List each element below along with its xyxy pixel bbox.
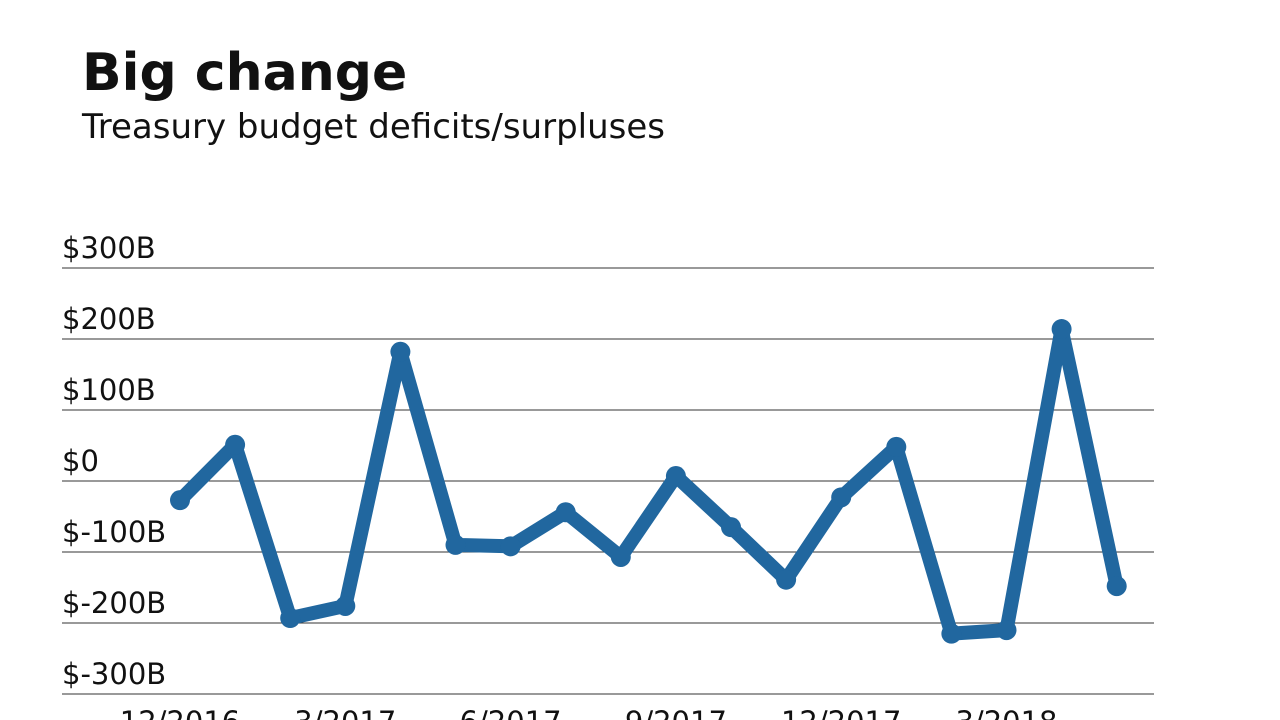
x-tick-label: 6/2017 xyxy=(460,705,562,720)
y-tick-label: $0 xyxy=(62,444,99,478)
x-tick-label: 3/2018 xyxy=(955,705,1057,720)
point xyxy=(1051,319,1072,340)
y-tick-label: $200B xyxy=(62,302,156,336)
point xyxy=(941,623,962,644)
x-tick-label: 12/2016 xyxy=(120,705,240,720)
x-tick-label: 3/2017 xyxy=(294,705,396,720)
point xyxy=(555,502,576,523)
point xyxy=(335,595,356,616)
point xyxy=(665,466,686,487)
chart-title: Big change xyxy=(82,43,407,103)
point xyxy=(390,341,411,362)
point xyxy=(170,490,190,511)
point xyxy=(500,536,521,557)
y-tick-label: $100B xyxy=(62,373,156,407)
y-tick-label: $-300B xyxy=(62,657,166,691)
y-tick-label: $-200B xyxy=(62,586,166,620)
point xyxy=(776,569,797,590)
point xyxy=(721,517,741,538)
point xyxy=(445,534,466,555)
point xyxy=(886,436,907,457)
y-tick-label: $300B xyxy=(62,231,156,265)
x-tick-label: 12/2017 xyxy=(781,705,901,720)
point xyxy=(610,546,631,567)
x-tick-label: 9/2017 xyxy=(625,705,727,720)
point xyxy=(831,487,852,508)
y-tick-label: $-100B xyxy=(62,515,166,549)
point xyxy=(1106,576,1127,597)
point xyxy=(996,620,1017,641)
chart-subtitle: Treasury budget deficits/surpluses xyxy=(81,107,665,147)
point xyxy=(280,608,301,629)
point xyxy=(225,434,246,455)
